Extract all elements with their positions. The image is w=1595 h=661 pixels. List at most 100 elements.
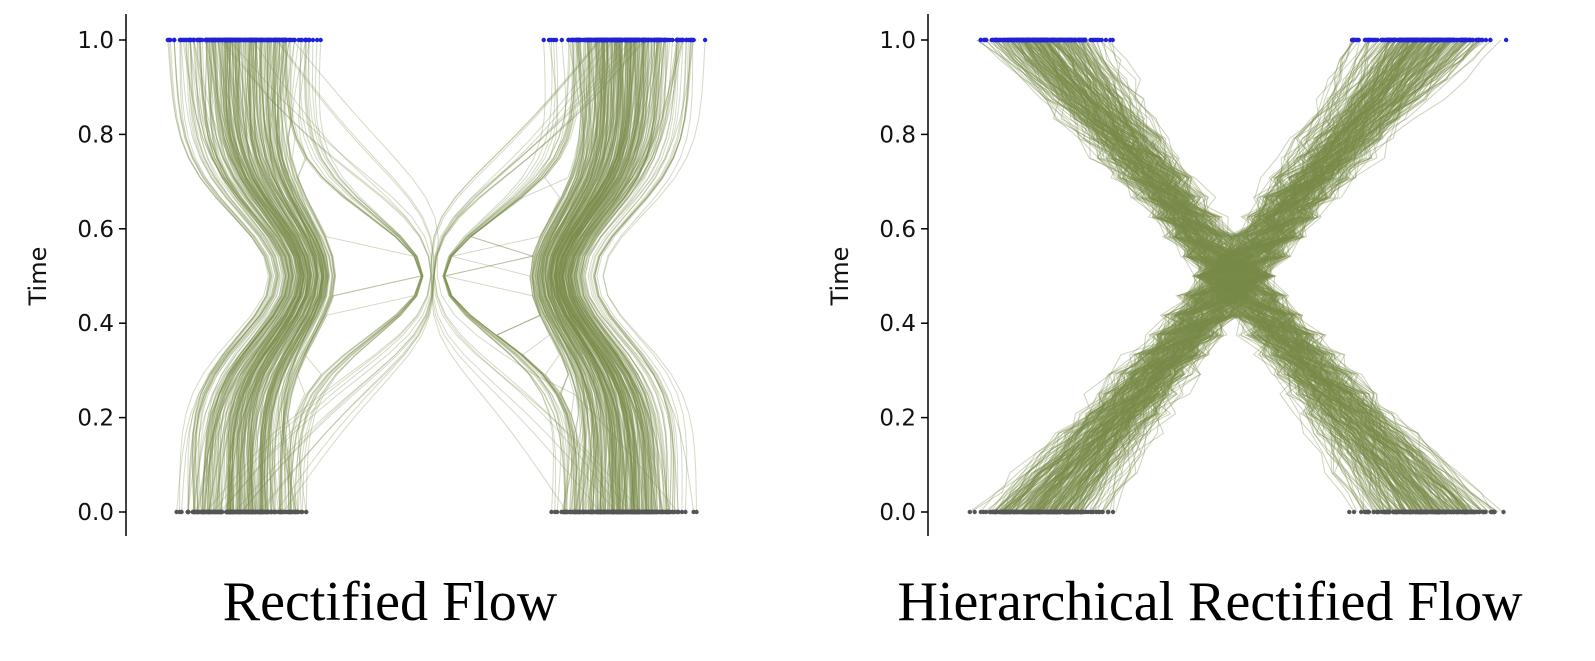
trajectory-path	[1071, 39, 1479, 513]
start-point	[204, 37, 210, 43]
trajectory-path	[231, 39, 317, 513]
trajectory-path	[220, 39, 304, 513]
start-point	[280, 37, 285, 43]
trajectory-path	[1029, 39, 1225, 513]
trajectory-path	[565, 39, 650, 513]
trajectory-path	[576, 39, 678, 513]
end-point	[659, 509, 664, 515]
trajectory-path	[1236, 39, 1452, 513]
trajectory-path	[532, 39, 595, 513]
trajectory-path	[443, 39, 580, 513]
trajectory-path	[1008, 39, 1258, 513]
trajectory-path	[531, 39, 600, 513]
trajectory-path	[1029, 39, 1255, 513]
trajectory-path	[246, 39, 316, 513]
trajectory-path	[541, 39, 609, 513]
trajectory-path	[275, 39, 334, 513]
trajectory-path	[1059, 39, 1386, 513]
trajectory-path	[205, 39, 294, 513]
trajectory-path	[1065, 39, 1397, 513]
trajectory-path	[189, 39, 290, 513]
trajectory-path	[213, 39, 300, 513]
trajectory-path	[296, 39, 424, 513]
trajectory-path	[235, 39, 311, 513]
trajectory-path	[570, 39, 647, 513]
trajectory-path	[227, 39, 301, 512]
trajectory-path	[993, 39, 1457, 513]
trajectory-path	[237, 39, 312, 513]
trajectory-path	[1224, 39, 1435, 513]
start-point	[1470, 37, 1476, 43]
start-point	[618, 37, 624, 43]
trajectory-path	[226, 39, 308, 513]
trajectory-path	[551, 39, 621, 513]
trajectory-path	[535, 39, 605, 513]
trajectory-path	[262, 39, 330, 513]
trajectory-path	[1035, 39, 1436, 513]
trajectory-path	[594, 39, 687, 513]
trajectory-path	[196, 39, 285, 513]
trajectory-path	[532, 39, 600, 513]
trajectory-path	[579, 39, 673, 513]
trajectory-path	[550, 39, 638, 513]
trajectory-path	[563, 39, 658, 513]
start-point	[284, 37, 289, 43]
trajectory-path	[1231, 39, 1405, 513]
trajectory-path	[1072, 39, 1432, 513]
trajectory-path	[538, 40, 597, 513]
trajectory-path	[1091, 39, 1239, 513]
trajectory-path	[1022, 39, 1220, 513]
trajectory-path	[531, 39, 588, 512]
start-point	[1019, 37, 1024, 43]
trajectory-path	[564, 39, 668, 513]
start-point	[589, 37, 594, 43]
trajectory-path	[1240, 39, 1490, 513]
trajectory-path	[1029, 39, 1427, 513]
trajectory-path	[289, 39, 423, 513]
y-tick-label: 0.0	[77, 500, 114, 526]
trajectory-path	[1043, 39, 1470, 513]
trajectory-path	[234, 39, 310, 513]
start-point	[1014, 37, 1019, 43]
trajectory-path	[1040, 39, 1461, 513]
end-point	[1051, 509, 1057, 515]
trajectory-path	[574, 39, 659, 513]
trajectory-path	[1225, 39, 1448, 513]
trajectory-path	[1003, 39, 1208, 513]
trajectory-path	[1036, 39, 1421, 513]
trajectory-path	[1003, 39, 1437, 513]
trajectory-path	[212, 39, 293, 513]
trajectory-path	[1041, 39, 1388, 513]
start-point	[1367, 37, 1372, 43]
trajectory-path	[277, 39, 630, 513]
trajectory-path	[214, 39, 313, 513]
end-point	[263, 509, 268, 515]
trajectory-path	[1215, 39, 1391, 513]
trajectory-path	[1062, 39, 1248, 513]
end-point	[1481, 509, 1487, 515]
trajectory-path	[1079, 39, 1435, 513]
trajectory-path	[1012, 39, 1401, 513]
trajectory-path	[1018, 39, 1468, 513]
trajectory-path	[230, 39, 323, 513]
trajectory-path	[998, 39, 1249, 513]
trajectory-path	[562, 39, 639, 513]
end-point	[1110, 509, 1116, 515]
trajectory-path	[1247, 39, 1449, 513]
trajectory-path	[539, 39, 601, 513]
start-point	[314, 37, 320, 43]
trajectory-path	[559, 39, 634, 513]
trajectory-path	[442, 39, 576, 513]
trajectory-path	[1218, 39, 1503, 513]
trajectory-path	[1023, 39, 1448, 513]
start-point	[1010, 37, 1016, 43]
start-point	[1459, 37, 1464, 43]
start-point	[662, 37, 667, 43]
trajectory-path	[1038, 39, 1401, 513]
trajectory-path	[247, 39, 319, 513]
trajectory-path	[560, 39, 632, 513]
trajectory-path	[556, 39, 633, 513]
trajectory-path	[275, 39, 623, 513]
trajectory-path	[1030, 39, 1397, 513]
trajectory-path	[1219, 39, 1446, 513]
